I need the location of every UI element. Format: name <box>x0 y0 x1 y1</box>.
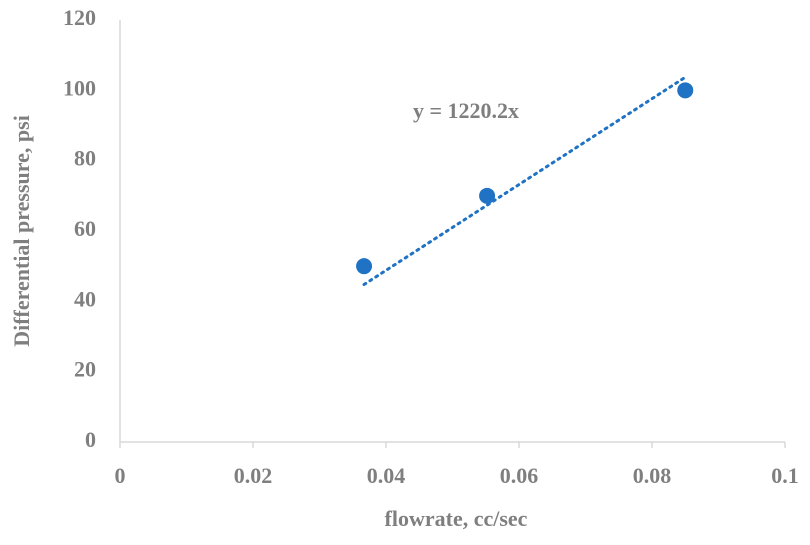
data-point <box>479 187 496 204</box>
x-tick-label: 0.08 <box>633 463 672 488</box>
x-tick-label: 0.02 <box>234 463 273 488</box>
data-point <box>356 258 373 275</box>
x-axis-title: flowrate, cc/sec <box>385 506 528 531</box>
y-tick-label: 80 <box>74 146 96 171</box>
y-tick-label: 120 <box>63 5 96 30</box>
y-tick-label: 40 <box>74 286 96 311</box>
y-tick-label: 20 <box>74 357 96 382</box>
trendline-label: y = 1220.2x <box>413 98 519 123</box>
x-tick-label: 0 <box>115 463 126 488</box>
x-tick-label: 0.06 <box>500 463 539 488</box>
y-tick-label: 60 <box>74 216 96 241</box>
y-axis-title: Differential pressure, psi <box>9 115 34 347</box>
x-tick-label: 0.04 <box>367 463 406 488</box>
y-tick-label: 0 <box>85 427 96 452</box>
y-tick-label: 100 <box>63 75 96 100</box>
data-point <box>677 82 694 99</box>
x-tick-label: 0.1 <box>771 463 799 488</box>
trendline <box>362 75 687 287</box>
